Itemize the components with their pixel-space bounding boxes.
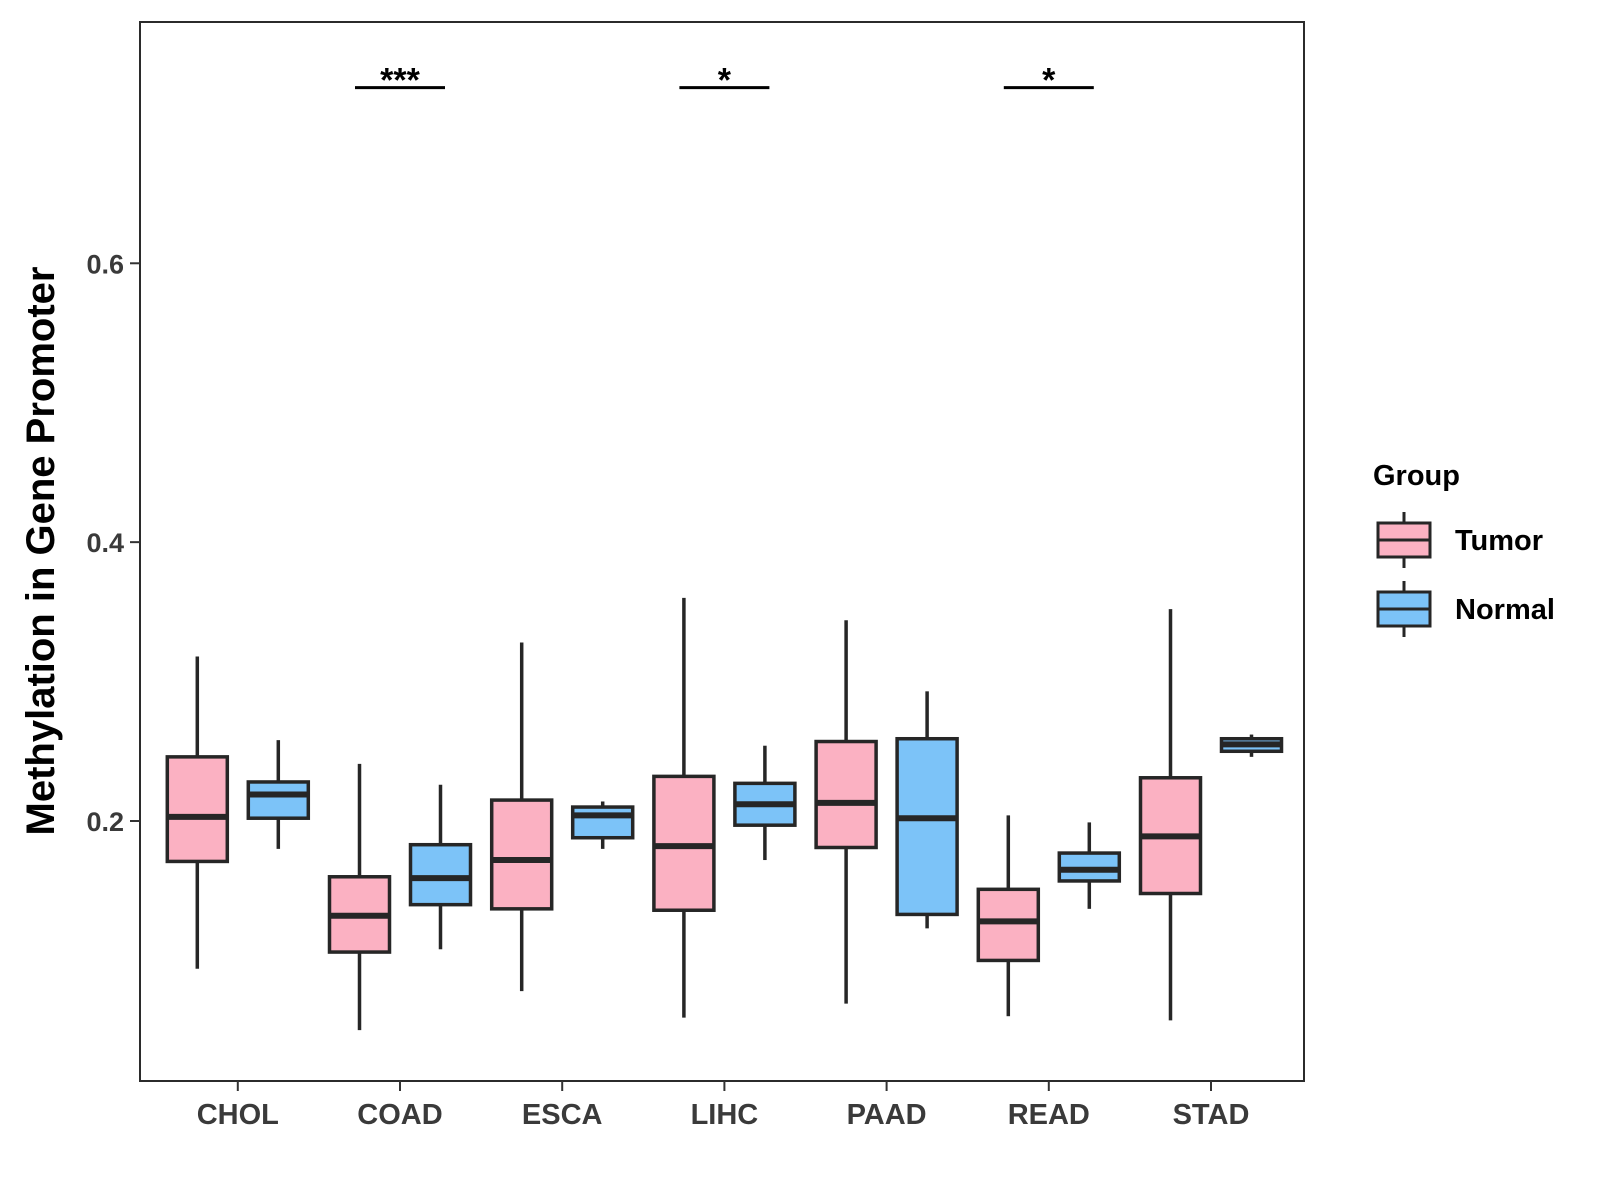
box-tumor-paad bbox=[814, 620, 878, 1004]
box-normal-esca bbox=[570, 801, 635, 849]
box-normal-lihc bbox=[733, 745, 797, 861]
x-tick-label-esca: ESCA bbox=[522, 1099, 603, 1131]
significance-coad: *** bbox=[355, 62, 445, 100]
x-tick-label-chol: CHOL bbox=[197, 1099, 279, 1131]
box-tumor-lihc bbox=[652, 597, 716, 1018]
box-iqr bbox=[570, 805, 635, 840]
significance-lihc: * bbox=[679, 62, 770, 100]
box-tumor-stad bbox=[1138, 609, 1203, 1021]
legend-title: Group bbox=[1373, 460, 1460, 492]
plot-panel-border bbox=[139, 21, 1305, 1082]
box-iqr bbox=[408, 842, 473, 907]
x-axis: CHOL COAD ESCA LIHC PAAD READ STAD bbox=[197, 1081, 1250, 1131]
y-tick-label: 0.4 bbox=[86, 528, 124, 558]
box-series bbox=[165, 597, 1284, 1031]
x-tick-label-read: READ bbox=[1008, 1099, 1090, 1131]
y-tick-label: 0.2 bbox=[86, 807, 124, 837]
legend-entry-tumor: Tumor bbox=[1376, 512, 1543, 568]
box-iqr bbox=[814, 739, 878, 850]
box-iqr bbox=[976, 887, 1041, 963]
box-iqr bbox=[165, 755, 230, 864]
significance-label: * bbox=[1042, 62, 1056, 100]
y-tick-label: 0.6 bbox=[86, 249, 124, 279]
x-tick-label-lihc: LIHC bbox=[691, 1099, 759, 1131]
x-tick-label-coad: COAD bbox=[357, 1099, 442, 1131]
legend-entry-normal: Normal bbox=[1376, 581, 1555, 637]
box-tumor-esca bbox=[489, 642, 554, 992]
significance-label: * bbox=[718, 62, 732, 100]
x-tick-label-paad: PAAD bbox=[847, 1099, 927, 1131]
box-iqr bbox=[895, 736, 959, 917]
box-normal-coad bbox=[408, 784, 473, 950]
y-axis-title: Methylation in Gene Promoter bbox=[19, 267, 63, 836]
x-tick-label-stad: STAD bbox=[1173, 1099, 1250, 1131]
box-tumor-chol bbox=[165, 656, 230, 969]
legend: Group Tumor Normal bbox=[1373, 460, 1555, 637]
box-normal-paad bbox=[895, 691, 959, 929]
box-tumor-coad bbox=[327, 763, 392, 1031]
significance-label: *** bbox=[380, 62, 420, 100]
legend-label: Tumor bbox=[1455, 525, 1543, 557]
box-iqr bbox=[246, 780, 311, 820]
significance-annotations: *** * * bbox=[355, 62, 1094, 100]
box-normal-stad bbox=[1219, 734, 1284, 757]
significance-read: * bbox=[1003, 62, 1094, 100]
legend-label: Normal bbox=[1455, 594, 1555, 626]
y-axis: 0.2 0.4 0.6 bbox=[86, 249, 140, 837]
box-normal-chol bbox=[246, 740, 311, 849]
box-normal-read bbox=[1057, 822, 1122, 909]
box-tumor-read bbox=[976, 815, 1041, 1017]
box-iqr bbox=[489, 798, 554, 911]
